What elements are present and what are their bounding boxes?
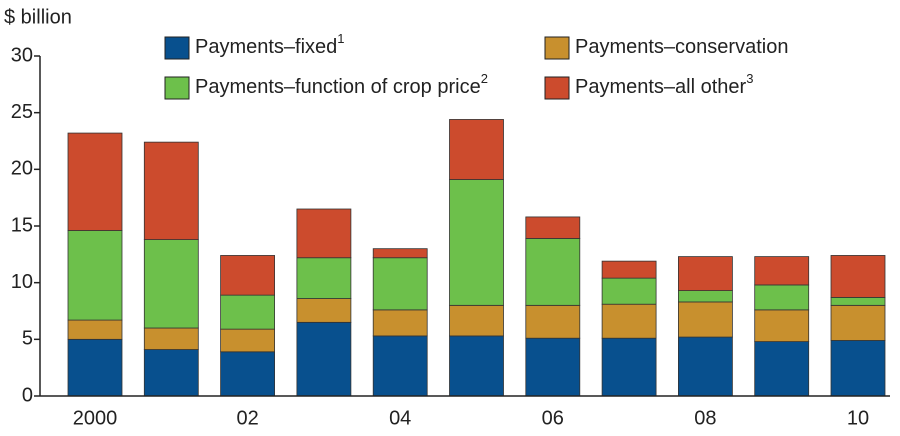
bar-segment [525,238,581,306]
x-tick-label: 08 [694,407,716,429]
bar-segment [296,298,352,323]
bar-segment [830,340,886,397]
bar-segment [830,255,886,298]
legend-footnote: 2 [481,71,488,86]
bar-segment [372,248,428,259]
bar-segment [372,257,428,311]
bar-segment [372,309,428,337]
bar-segment [830,304,886,341]
legend-name: Payments–conservation [575,36,788,58]
bar-segment [601,277,657,305]
bar-segment [67,338,123,397]
bar-segment [754,341,810,397]
bar-segment [220,328,276,353]
legend-label: Payments–fixed1 [195,31,345,58]
bar-segment [601,337,657,397]
bar-segment [449,119,504,180]
bar-segment [449,304,504,337]
legend-label: Payments–function of crop price2 [195,71,488,98]
bar-segment [754,309,810,343]
bar-segment [678,290,733,303]
legend-swatch [164,76,190,100]
bar-segment [449,335,504,397]
bar-segment [220,255,276,296]
bar-segment [296,208,352,259]
y-tick-label: 10 [11,271,33,293]
bar-segment [67,132,123,231]
y-tick-label: 0 [22,384,33,406]
bar-segment [143,327,199,350]
legend-name: Payments–all other [575,76,747,98]
bar-segment [67,319,123,340]
legend-swatch [544,36,570,60]
legend-swatch [544,76,570,100]
y-tick-label: 15 [11,214,33,236]
y-tick-label: 5 [22,328,33,350]
legend-footnote: 3 [746,71,753,86]
x-tick-label: 04 [389,407,411,429]
bar-segment [220,294,276,330]
bar-segment [67,230,123,321]
x-tick-label: 10 [847,407,869,429]
x-tick-label: 06 [542,407,564,429]
bar-segment [678,256,733,292]
bar-segment [754,256,810,286]
bar-segment [143,239,199,329]
bar-segment [296,321,352,397]
bar-segment [754,284,810,311]
bar-segment [525,216,581,239]
bar-segment [220,351,276,397]
legend-name: Payments–function of crop price [195,76,481,98]
bar-segment [678,336,733,397]
bar-segment [601,303,657,339]
y-axis-label: $ billion [4,6,72,28]
bar-segment [143,349,199,397]
y-tick-label: 20 [11,158,33,180]
x-tick-label: 02 [236,407,258,429]
bar-segment [601,260,657,279]
legend-name: Payments–fixed [195,36,337,58]
bar-segment [678,301,733,338]
legend-swatch [164,36,190,60]
bar-segment [830,296,886,306]
legend-label: Payments–conservation [575,36,788,58]
bar-segment [449,179,504,306]
bar-segment [296,257,352,299]
bar-segment [525,304,581,339]
y-tick-label: 25 [11,101,33,123]
bar-segment [525,337,581,397]
legend-footnote: 1 [337,31,344,46]
y-tick-label: 30 [11,44,33,66]
bar-segment [372,335,428,397]
x-tick-label: 2000 [73,407,118,429]
legend-label: Payments–all other3 [575,71,753,98]
bar-segment [143,141,199,240]
